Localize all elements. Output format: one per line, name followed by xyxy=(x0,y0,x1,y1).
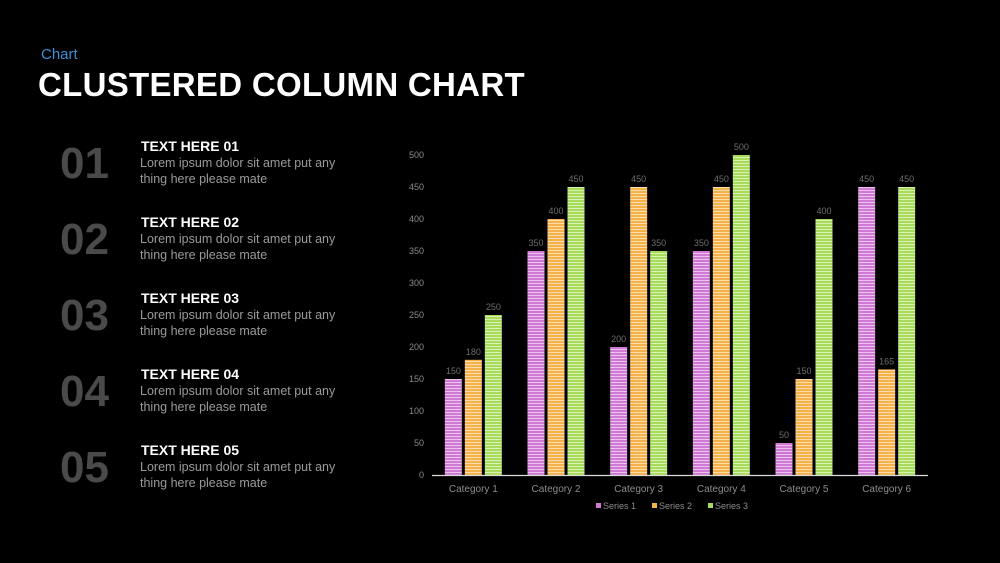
item-heading: TEXT HERE 05 xyxy=(141,442,240,458)
data-label: 450 xyxy=(859,174,874,184)
chart-kicker: Chart xyxy=(41,46,78,63)
data-label: 50 xyxy=(779,430,789,440)
y-tick-label: 400 xyxy=(409,214,424,224)
bar-series-3 xyxy=(484,315,502,475)
bar-series-1 xyxy=(692,251,710,475)
x-axis: Category 1 Category 2 Category 3 Category 4… xyxy=(432,474,928,495)
data-label: 350 xyxy=(528,238,543,248)
bar-series-1 xyxy=(610,347,628,475)
item-number: 04 xyxy=(60,367,109,416)
legend-swatch xyxy=(708,503,713,508)
data-label: 400 xyxy=(548,206,563,216)
item-body: Lorem ipsum dolor sit amet put any thing… xyxy=(140,156,336,186)
data-label: 350 xyxy=(694,238,709,248)
item-number: 05 xyxy=(60,443,109,492)
item-heading: TEXT HERE 04 xyxy=(141,366,240,382)
y-tick-label: 0 xyxy=(419,470,424,480)
item-body: Lorem ipsum dolor sit amet put any thing… xyxy=(140,384,336,414)
list-item: 03 TEXT HERE 03 Lorem ipsum dolor sit am… xyxy=(60,288,380,364)
y-tick-label: 500 xyxy=(409,150,424,160)
bar-series-2 xyxy=(464,359,482,475)
data-label: 400 xyxy=(816,206,831,216)
y-tick-label: 100 xyxy=(409,406,424,416)
item-heading: TEXT HERE 01 xyxy=(141,138,240,154)
legend-label: Series 1 xyxy=(603,501,636,511)
data-label: 165 xyxy=(879,356,894,366)
x-tick-label: Category 1 xyxy=(449,484,498,495)
legend-label: Series 3 xyxy=(715,501,748,511)
bar-series-2 xyxy=(795,379,813,475)
data-label: 450 xyxy=(568,174,583,184)
x-tick-label: Category 2 xyxy=(532,484,581,495)
item-body: Lorem ipsum dolor sit amet put any thing… xyxy=(140,460,336,490)
y-tick-label: 300 xyxy=(409,278,424,288)
x-tick-label: Category 4 xyxy=(697,484,746,495)
bar-series-1 xyxy=(444,379,462,475)
item-heading: TEXT HERE 02 xyxy=(141,214,240,230)
y-tick-label: 150 xyxy=(409,374,424,384)
y-tick-label: 450 xyxy=(409,182,424,192)
item-body: Lorem ipsum dolor sit amet put any thing… xyxy=(140,232,336,262)
bar-series-1 xyxy=(858,187,876,475)
item-number: 03 xyxy=(60,291,109,340)
bar-series-2 xyxy=(547,219,565,475)
bar-series-1 xyxy=(527,251,545,475)
item-number: 01 xyxy=(60,139,109,188)
data-label: 500 xyxy=(734,142,749,152)
page-title: CLUSTERED COLUMN CHART xyxy=(38,66,525,103)
data-label: 200 xyxy=(611,334,626,344)
item-number: 02 xyxy=(60,215,109,264)
bar-series-3 xyxy=(732,155,750,475)
list-item: 01 TEXT HERE 01 Lorem ipsum dolor sit am… xyxy=(60,136,380,212)
data-label: 450 xyxy=(899,174,914,184)
data-label: 450 xyxy=(631,174,646,184)
x-tick-label: Category 3 xyxy=(614,484,663,495)
x-tick-label: Category 6 xyxy=(862,484,911,495)
item-heading: TEXT HERE 03 xyxy=(141,290,240,306)
list-item: 05 TEXT HERE 05 Lorem ipsum dolor sit am… xyxy=(60,440,380,516)
bar-series-3 xyxy=(567,187,585,475)
bar-series-3 xyxy=(815,219,833,475)
bars-group: 150 180 250 350 400 450 200 450 350 350 450 500 50 15… xyxy=(444,142,916,475)
data-label: 180 xyxy=(466,347,481,357)
y-tick-label: 200 xyxy=(409,342,424,352)
y-tick-label: 350 xyxy=(409,246,424,256)
data-label: 150 xyxy=(796,366,811,376)
bar-series-1 xyxy=(775,443,793,475)
x-tick-label: Category 5 xyxy=(780,484,829,495)
data-label: 150 xyxy=(446,366,461,376)
list-item: 04 TEXT HERE 04 Lorem ipsum dolor sit am… xyxy=(60,364,380,440)
data-label: 350 xyxy=(651,238,666,248)
y-axis: 0 50 100 150 200 250 300 350 400 450 500 xyxy=(409,150,424,480)
y-tick-label: 50 xyxy=(414,438,424,448)
legend: Series 1 Series 2 Series 3 xyxy=(596,501,748,511)
text-items-list: 01 TEXT HERE 01 Lorem ipsum dolor sit am… xyxy=(60,136,380,516)
item-body: Lorem ipsum dolor sit amet put any thing… xyxy=(140,308,336,338)
legend-swatch xyxy=(652,503,657,508)
legend-label: Series 2 xyxy=(659,501,692,511)
data-label: 250 xyxy=(486,302,501,312)
data-label: 450 xyxy=(714,174,729,184)
bar-series-2 xyxy=(712,187,730,475)
bar-series-2 xyxy=(630,187,648,475)
list-item: 02 TEXT HERE 02 Lorem ipsum dolor sit am… xyxy=(60,212,380,288)
bar-series-3 xyxy=(898,187,916,475)
legend-swatch xyxy=(596,503,601,508)
bar-series-3 xyxy=(650,251,668,475)
y-tick-label: 250 xyxy=(409,310,424,320)
bar-series-2 xyxy=(878,369,896,475)
clustered-column-chart: 0 50 100 150 200 250 300 350 400 450 500 150 180 250… xyxy=(409,142,928,511)
